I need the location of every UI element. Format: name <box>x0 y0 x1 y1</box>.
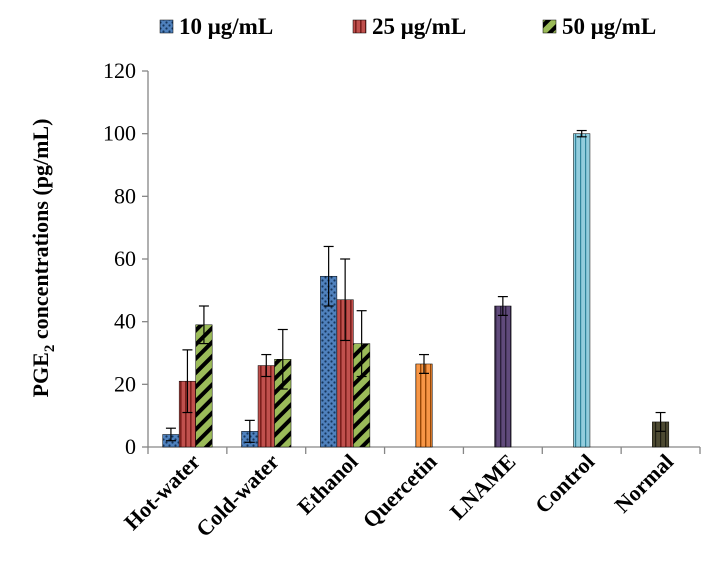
legend-label: 25 μg/mL <box>372 14 466 39</box>
y-tick-label: 20 <box>114 371 136 396</box>
category-label: Quercetin <box>358 449 442 533</box>
bar <box>257 365 275 448</box>
bar <box>573 133 591 448</box>
legend-swatch <box>159 19 174 34</box>
category-label: LNAME <box>445 449 521 525</box>
bar <box>415 363 433 448</box>
y-tick-label: 60 <box>114 246 136 271</box>
legend: 10 μg/mL 25 μg/mL 50 μg/mL <box>159 14 656 39</box>
category-label: Cold-water <box>191 449 284 542</box>
legend-label: 10 μg/mL <box>179 14 273 39</box>
y-tick-label: 80 <box>114 183 136 208</box>
y-tick-label: 40 <box>114 309 136 334</box>
y-tick-label: 100 <box>103 121 136 146</box>
category-label: Normal <box>609 449 678 518</box>
category-label: Control <box>530 449 599 518</box>
y-tick-label: 0 <box>125 434 136 459</box>
y-tick-label: 120 <box>103 58 136 83</box>
legend-swatch <box>352 19 367 34</box>
error-bars <box>165 129 666 443</box>
legend-swatch <box>542 19 557 34</box>
y-axis-title: PGE2 concentrations (pg/mL) <box>28 119 58 398</box>
bar <box>494 305 512 448</box>
bars <box>162 133 670 448</box>
axes: 0 20 40 60 80 100 120 <box>103 58 701 459</box>
legend-label: 50 μg/mL <box>562 14 656 39</box>
category-label: Ethanol <box>292 449 362 519</box>
